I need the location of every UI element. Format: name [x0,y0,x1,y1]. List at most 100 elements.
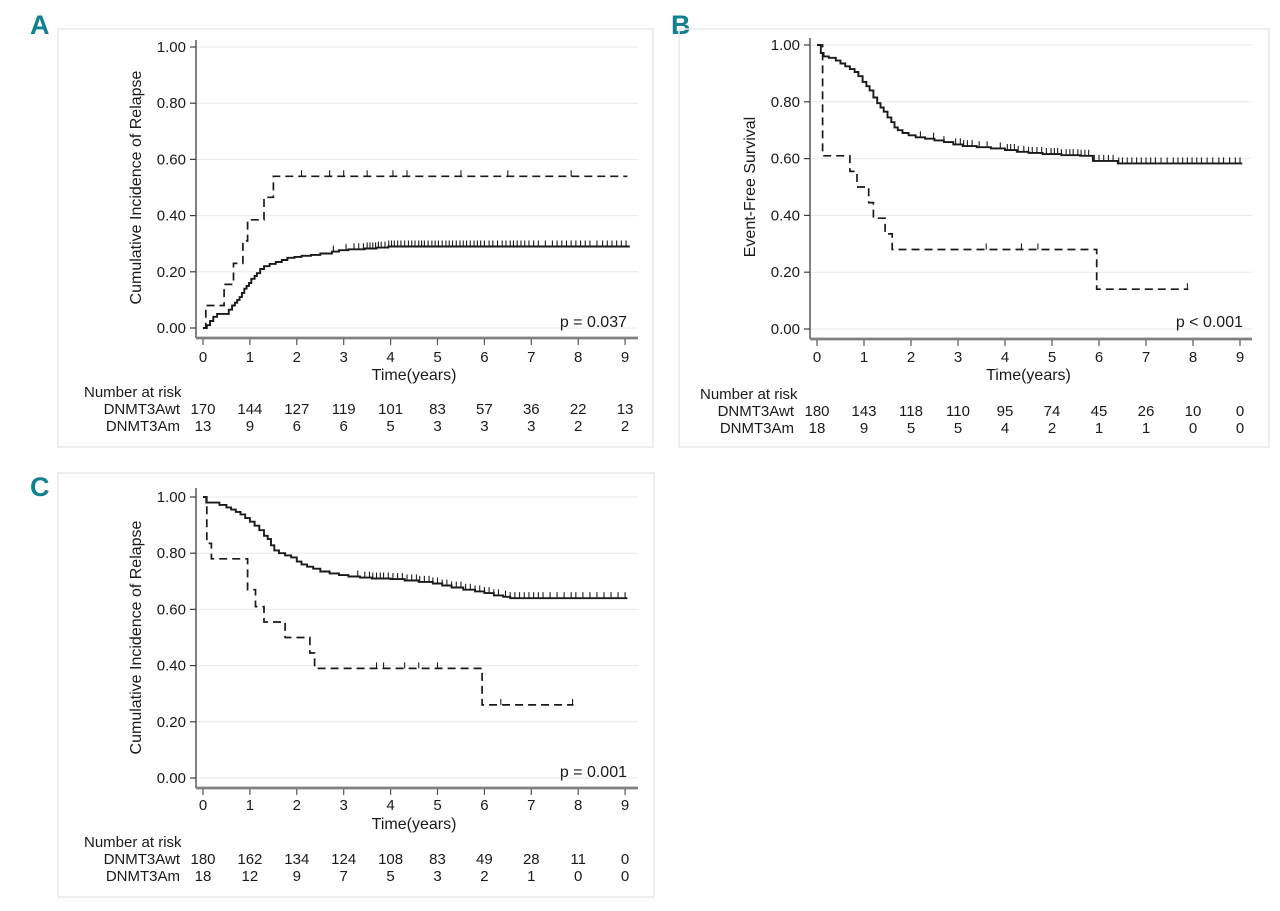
risk-count: 119 [332,401,356,418]
panel-label-B: B [671,10,691,40]
x-tick-label: 4 [386,797,394,814]
risk-count: 22 [570,401,587,418]
risk-count: 3 [527,418,535,435]
x-tick-label: 8 [574,797,582,814]
x-tick-label: 5 [1048,349,1056,366]
risk-count: 0 [621,851,629,868]
risk-count: 0 [621,868,629,885]
panel-border [57,472,655,898]
risk-count: 108 [378,851,403,868]
x-tick-label: 3 [954,349,962,366]
number-at-risk-header: Number at risk [84,834,182,851]
risk-count: 45 [1091,403,1108,420]
x-tick-label: 6 [480,797,488,814]
y-tick-label: 1.00 [157,39,186,56]
x-tick-label: 0 [199,349,207,366]
risk-count: 49 [476,851,493,868]
risk-count: 180 [804,403,829,420]
x-axis-title: Time(years) [372,367,457,384]
x-tick-label: 4 [1001,349,1009,366]
risk-count: 9 [860,420,868,437]
risk-count: 118 [899,403,923,420]
x-tick-label: 6 [1095,349,1103,366]
risk-count: 144 [237,401,262,418]
y-tick-label: 0.80 [157,545,186,562]
number-at-risk-header: Number at risk [700,386,798,403]
y-tick-label: 0.60 [771,151,800,168]
x-tick-label: 1 [246,349,254,366]
x-tick-label: 3 [340,797,348,814]
risk-count: 0 [574,868,582,885]
p-value-label: p = 0.001 [560,764,627,781]
risk-count: 2 [621,418,629,435]
panel-C-chart: 0.000.200.400.600.801.000 1 2 3 4 5 6 7 8 9Time(y… [57,472,655,898]
x-tick-label: 2 [293,349,301,366]
risk-count: 11 [570,851,586,868]
risk-count: 13 [195,418,212,435]
x-tick-label: 9 [621,349,629,366]
panel-label-C: C [30,472,50,502]
risk-count: 26 [1138,403,1155,420]
risk-count: 7 [340,868,348,885]
x-tick-label: 5 [433,349,441,366]
y-axis-title: Cumulative Incidence of Relapse [128,520,145,754]
risk-count: 6 [340,418,348,435]
risk-count: 5 [386,868,394,885]
risk-count: 74 [1044,403,1061,420]
y-tick-label: 0.00 [771,321,800,338]
risk-count: 36 [523,401,540,418]
y-tick-label: 1.00 [157,489,186,506]
x-tick-label: 0 [199,797,207,814]
risk-count: 134 [284,851,309,868]
risk-count: 5 [386,418,394,435]
risk-count: 1 [1095,420,1103,437]
risk-count: 143 [851,403,876,420]
risk-row-label-DNMT3Am: DNMT3Am [106,868,180,885]
x-tick-label: 2 [907,349,915,366]
risk-row-label-DNMT3Am: DNMT3Am [106,418,180,435]
risk-count: 6 [293,418,301,435]
panel-B-chart: 0.000.200.400.600.801.000 1 2 3 4 5 6 7 8 9Time(y… [678,28,1270,448]
risk-count: 10 [1185,403,1202,420]
risk-count: 4 [1001,420,1009,437]
y-tick-label: 0.40 [157,658,186,675]
risk-count: 83 [429,851,446,868]
y-tick-label: 0.20 [157,264,186,281]
x-tick-label: 8 [1189,349,1197,366]
risk-count: 180 [190,851,215,868]
series-curve-DNMT3Am [203,175,628,329]
risk-count: 95 [997,403,1014,420]
risk-count: 18 [195,868,212,885]
risk-count: 18 [809,420,826,437]
risk-count: 162 [237,851,262,868]
y-axis-title: Event-Free Survival [742,117,759,258]
risk-count: 9 [293,868,301,885]
risk-count: 0 [1236,403,1244,420]
x-tick-label: 3 [340,349,348,366]
risk-count: 127 [284,401,309,418]
y-tick-label: 0.20 [157,714,186,731]
risk-count: 5 [907,420,915,437]
x-tick-label: 6 [480,349,488,366]
x-tick-label: 8 [574,349,582,366]
y-tick-label: 0.80 [157,95,186,112]
x-tick-label: 9 [621,797,629,814]
risk-count: 2 [480,868,488,885]
risk-count: 2 [574,418,582,435]
x-axis-title: Time(years) [372,816,457,833]
risk-count: 110 [946,403,970,420]
x-tick-label: 2 [293,797,301,814]
risk-count: 1 [527,868,535,885]
x-axis-title: Time(years) [986,367,1071,384]
risk-count: 170 [190,401,215,418]
y-tick-label: 0.00 [157,320,186,337]
panel-A-chart: 0.00 0.20 0.40 0.60 0.80 1.00 0 1 2 3 4 5 6 7 8 9 Time(y… [57,28,654,448]
series-curve-DNMT3Awt [203,245,630,329]
y-tick-label: 0.00 [157,770,186,787]
risk-count: 101 [378,401,403,418]
y-tick-label: 1.00 [771,37,800,54]
x-tick-label: 1 [860,349,868,366]
y-tick-label: 0.40 [157,208,186,225]
y-tick-label: 0.20 [771,264,800,281]
